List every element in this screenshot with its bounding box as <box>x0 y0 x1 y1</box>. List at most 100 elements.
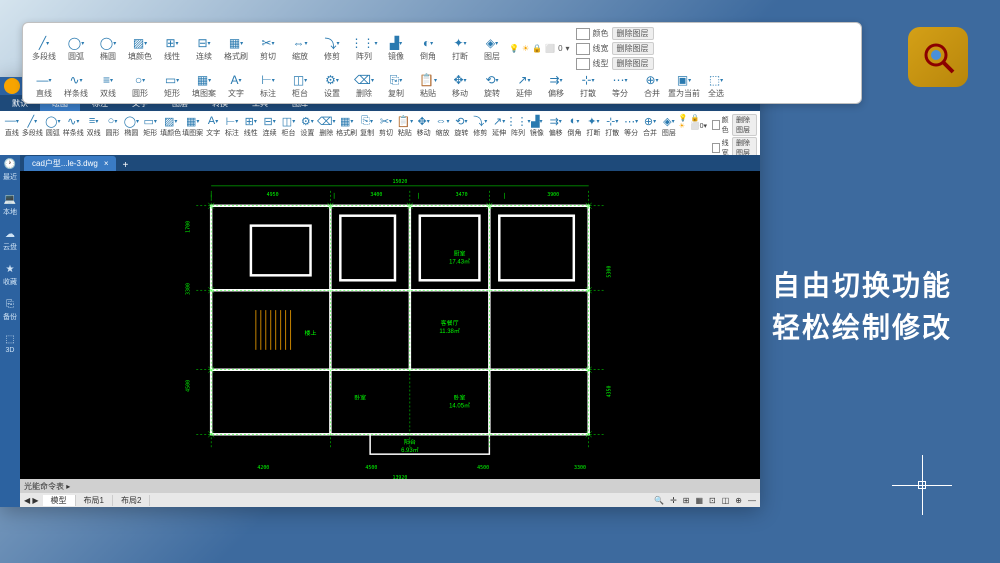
tool-移动[interactable]: ✥▾移动 <box>415 114 433 138</box>
tool-标注[interactable]: ⊢▾标注 <box>253 72 283 99</box>
tool-连续[interactable]: ⊟▾连续 <box>261 114 279 138</box>
layout-tab-模型[interactable]: 模型 <box>43 495 76 506</box>
tool-等分[interactable]: ⋯▾等分 <box>605 72 635 99</box>
tool-倒角[interactable]: ◐▾倒角 <box>566 114 584 138</box>
tool-粘贴[interactable]: 📋▾粘贴 <box>413 72 443 99</box>
tool-剪切[interactable]: ✂▾剪切 <box>253 35 283 62</box>
tool-镜像[interactable]: ▟▾镜像 <box>381 35 411 62</box>
tool-柜台[interactable]: ◫▾柜台 <box>285 72 315 99</box>
tool-粘贴[interactable]: 📋▾粘贴 <box>396 114 414 138</box>
drawing-canvas[interactable]: 1502049503400347039001700330045005300435… <box>20 171 760 479</box>
close-icon[interactable]: × <box>104 159 109 168</box>
width-swatch[interactable] <box>576 43 590 55</box>
tool-设置[interactable]: ⚙▾设置 <box>317 72 347 99</box>
layout-nav[interactable]: ◀ ▶ <box>20 496 43 505</box>
tool-打断[interactable]: ✦▾打断 <box>584 114 602 138</box>
tool-椭圆[interactable]: ◯▾椭圆 <box>122 114 140 138</box>
tool-矩形[interactable]: ▭▾矩形 <box>141 114 159 138</box>
tool-删除[interactable]: ⌫▾删除 <box>317 114 335 138</box>
command-line[interactable]: 光能命令表 ▸ <box>20 479 760 493</box>
tool-矩形[interactable]: ▭▾矩形 <box>157 72 187 99</box>
tool-复制[interactable]: ⎘▾复制 <box>381 72 411 99</box>
color-delete-layer[interactable]: 删除图层 <box>612 27 654 40</box>
tool-等分[interactable]: ⋯▾等分 <box>622 114 640 138</box>
type-delete-layer[interactable]: 删除图层 <box>612 57 654 70</box>
sidebar-云盘[interactable]: ☁云盘 <box>3 229 17 252</box>
tool-删除[interactable]: ⌫▾删除 <box>349 72 379 99</box>
tool-移动[interactable]: ✥▾移动 <box>445 72 475 99</box>
sidebar-备份[interactable]: ⎘备份 <box>3 299 17 322</box>
sidebar-本地[interactable]: 💻本地 <box>3 194 17 217</box>
tool-镜像[interactable]: ▟▾镜像 <box>528 114 546 138</box>
status-icon[interactable]: ⊡ <box>709 496 716 505</box>
tool-多段线[interactable]: ╱▾多段线 <box>22 114 43 138</box>
tool-修剪[interactable]: ⤵▾修剪 <box>317 35 347 62</box>
tool-线性[interactable]: ⊞▾线性 <box>242 114 260 138</box>
tool-文字[interactable]: A▾文字 <box>204 114 222 138</box>
width-delete-layer[interactable]: 删除图层 <box>612 42 654 55</box>
tool-打断[interactable]: ✦▾打断 <box>445 35 475 62</box>
tool-圆形[interactable]: ○▾圆形 <box>104 114 122 138</box>
tool-修剪[interactable]: ⤵▾修剪 <box>471 114 489 138</box>
tool-圆弧[interactable]: ◯▾圆弧 <box>61 35 91 62</box>
tool-填图案[interactable]: ▦▾填图案 <box>182 114 203 138</box>
tool-旋转[interactable]: ⟲▾旋转 <box>477 72 507 99</box>
tool-标注[interactable]: ⊢▾标注 <box>223 114 241 138</box>
tool-阵列[interactable]: ⋮⋮▾阵列 <box>509 114 527 138</box>
status-icon[interactable]: 🔍 <box>654 496 664 505</box>
status-icon[interactable]: ⊞ <box>683 496 690 505</box>
tool-偏移[interactable]: ⇉▾偏移 <box>547 114 565 138</box>
tool-填颜色[interactable]: ▨▾填颜色 <box>160 114 181 138</box>
tool-圆形[interactable]: ○▾圆形 <box>125 72 155 99</box>
tool-直线[interactable]: —▾直线 <box>29 72 59 99</box>
tool-样条线[interactable]: ∿▾样条线 <box>63 114 84 138</box>
status-icon[interactable]: ✛ <box>670 496 677 505</box>
type-swatch[interactable] <box>576 58 590 70</box>
tool-打散[interactable]: ⊹▾打散 <box>573 72 603 99</box>
tool-连续[interactable]: ⊟▾连续 <box>189 35 219 62</box>
file-tab-active[interactable]: cad户型...le-3.dwg × <box>24 156 116 171</box>
tool-缩放[interactable]: ⇔▾缩放 <box>434 114 452 138</box>
layout-tab-布局2[interactable]: 布局2 <box>113 495 150 506</box>
tool-倒角[interactable]: ◐▾倒角 <box>413 35 443 62</box>
sidebar-最近[interactable]: 🕐最近 <box>3 159 17 182</box>
tool-置为当前[interactable]: ▣▾置为当前 <box>669 72 699 99</box>
tool-双线[interactable]: ≡▾双线 <box>93 72 123 99</box>
new-tab-button[interactable]: + <box>122 160 128 171</box>
tool-旋转[interactable]: ⟲▾旋转 <box>452 114 470 138</box>
tool-线性[interactable]: ⊞▾线性 <box>157 35 187 62</box>
tool-填颜色[interactable]: ▨▾填颜色 <box>125 35 155 62</box>
status-icon[interactable]: ◫ <box>722 496 730 505</box>
tool-格式刷[interactable]: ▦▾格式刷 <box>336 114 357 138</box>
tool-缩放[interactable]: ⇔▾缩放 <box>285 35 315 62</box>
tool-格式刷[interactable]: ▦▾格式刷 <box>221 35 251 62</box>
sidebar-3D[interactable]: ⬚3D <box>5 334 14 354</box>
sidebar-收藏[interactable]: ★收藏 <box>3 264 17 287</box>
tool-图层[interactable]: ◈▾图层 <box>477 35 507 62</box>
tool-打散[interactable]: ⊹▾打散 <box>603 114 621 138</box>
tool-阵列[interactable]: ⋮⋮▾阵列 <box>349 35 379 62</box>
tool-偏移[interactable]: ⇉▾偏移 <box>541 72 571 99</box>
tool-圆弧[interactable]: ◯▾圆弧 <box>44 114 62 138</box>
tool-样条线[interactable]: ∿▾样条线 <box>61 72 91 99</box>
tool-图层[interactable]: ◈▾图层 <box>660 114 678 138</box>
tool-复制[interactable]: ⎘▾复制 <box>358 114 376 138</box>
tool-合并[interactable]: ⊕▾合并 <box>637 72 667 99</box>
status-icon[interactable]: ▦ <box>695 496 703 505</box>
status-icon[interactable]: ⊕ <box>735 496 742 505</box>
tool-直线[interactable]: —▾直线 <box>3 114 21 138</box>
tool-多段线[interactable]: ╱▾多段线 <box>29 35 59 62</box>
layout-tab-布局1[interactable]: 布局1 <box>76 495 113 506</box>
tool-填图案[interactable]: ▦▾填图案 <box>189 72 219 99</box>
tool-椭圆[interactable]: ◯▾椭圆 <box>93 35 123 62</box>
tool-文字[interactable]: A▾文字 <box>221 72 251 99</box>
tool-合并[interactable]: ⊕▾合并 <box>641 114 659 138</box>
tool-剪切[interactable]: ✂▾剪切 <box>377 114 395 138</box>
status-icon[interactable]: — <box>748 496 756 505</box>
tool-全选[interactable]: ⬚▾全选 <box>701 72 731 99</box>
tool-柜台[interactable]: ◫▾柜台 <box>280 114 298 138</box>
color-swatch[interactable] <box>576 28 590 40</box>
tool-延伸[interactable]: ↗▾延伸 <box>509 72 539 99</box>
tool-双线[interactable]: ≡▾双线 <box>85 114 103 138</box>
tool-设置[interactable]: ⚙▾设置 <box>298 114 316 138</box>
